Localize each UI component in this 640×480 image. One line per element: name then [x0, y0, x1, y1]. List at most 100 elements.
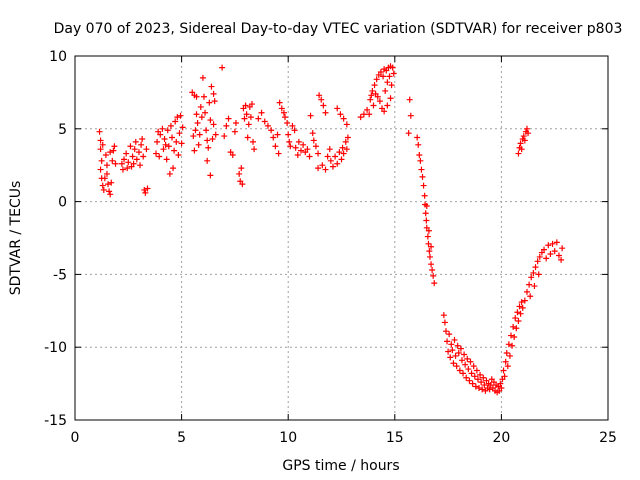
- data-point: [387, 95, 394, 102]
- data-point: [429, 267, 436, 274]
- y-tick-label: 10: [49, 49, 67, 65]
- data-point: [389, 64, 396, 71]
- data-point: [137, 162, 144, 169]
- data-point: [553, 239, 560, 246]
- data-point: [239, 181, 246, 188]
- data-point: [388, 82, 395, 89]
- data-point: [472, 383, 479, 390]
- data-point: [422, 210, 429, 217]
- data-point: [449, 347, 456, 354]
- data-point: [285, 131, 292, 138]
- data-point: [96, 128, 103, 135]
- data-points: [96, 63, 566, 396]
- data-point: [102, 152, 109, 159]
- data-point: [199, 74, 206, 81]
- data-point: [342, 138, 349, 145]
- data-point: [467, 358, 474, 365]
- data-point: [479, 386, 486, 393]
- data-point: [447, 354, 454, 361]
- data-point: [461, 351, 468, 358]
- data-point: [99, 182, 106, 189]
- data-point: [261, 118, 268, 125]
- data-point: [163, 156, 170, 163]
- data-point: [287, 143, 294, 150]
- data-point: [451, 336, 458, 343]
- data-point: [245, 121, 252, 128]
- data-point: [558, 256, 565, 263]
- data-point: [502, 358, 509, 365]
- x-tick-label: 20: [492, 430, 510, 446]
- data-point: [384, 79, 391, 86]
- data-point: [440, 312, 447, 319]
- data-point: [144, 185, 151, 192]
- data-point: [275, 150, 282, 157]
- data-point: [444, 338, 451, 345]
- data-point: [198, 114, 205, 121]
- data-point: [127, 143, 134, 150]
- data-point: [386, 73, 393, 80]
- data-point: [236, 170, 243, 177]
- data-point: [340, 150, 347, 157]
- data-point: [264, 122, 271, 129]
- data-point: [551, 248, 558, 255]
- data-point: [527, 293, 534, 300]
- data-point: [297, 147, 304, 154]
- data-point: [373, 76, 380, 83]
- data-point: [453, 363, 460, 370]
- data-point: [160, 146, 167, 153]
- data-point: [498, 384, 505, 391]
- data-point: [456, 367, 463, 374]
- data-point: [428, 261, 435, 268]
- data-point: [242, 102, 249, 109]
- data-point: [121, 156, 128, 163]
- data-point: [505, 341, 512, 348]
- data-point: [512, 315, 519, 322]
- data-point: [471, 373, 478, 380]
- data-point: [426, 248, 433, 255]
- data-point: [532, 264, 539, 271]
- data-point: [506, 352, 513, 359]
- data-point: [501, 373, 508, 380]
- data-point: [274, 131, 281, 138]
- data-point: [458, 357, 465, 364]
- data-point: [204, 137, 211, 144]
- data-point: [191, 147, 198, 154]
- data-point: [225, 115, 232, 122]
- data-point: [202, 109, 209, 116]
- data-point: [360, 111, 367, 118]
- data-point: [108, 179, 115, 186]
- data-point: [486, 386, 493, 393]
- data-point: [457, 345, 464, 352]
- data-point: [510, 323, 517, 330]
- data-point: [243, 111, 250, 118]
- data-point: [105, 181, 112, 188]
- data-point: [157, 131, 164, 138]
- data-point: [441, 319, 448, 326]
- data-point: [231, 128, 238, 135]
- data-point: [211, 98, 218, 105]
- data-point: [376, 98, 383, 105]
- chart-title: Day 070 of 2023, Sidereal Day-to-day VTE…: [54, 21, 623, 37]
- data-point: [370, 102, 377, 109]
- data-point: [357, 114, 364, 121]
- data-point: [511, 334, 518, 341]
- data-point: [309, 130, 316, 137]
- data-point: [119, 166, 126, 173]
- data-point: [468, 370, 475, 377]
- data-point: [258, 109, 265, 116]
- data-point: [460, 370, 467, 377]
- data-point: [380, 73, 387, 80]
- data-point: [204, 157, 211, 164]
- data-point: [518, 299, 525, 306]
- y-tick-label: -5: [53, 267, 67, 283]
- data-point: [173, 138, 180, 145]
- data-point: [454, 342, 461, 349]
- data-point: [377, 69, 384, 76]
- data-point: [295, 138, 302, 145]
- data-point: [124, 165, 131, 172]
- data-point: [445, 348, 452, 355]
- data-point: [318, 96, 325, 103]
- data-point: [448, 341, 455, 348]
- data-point: [131, 146, 138, 153]
